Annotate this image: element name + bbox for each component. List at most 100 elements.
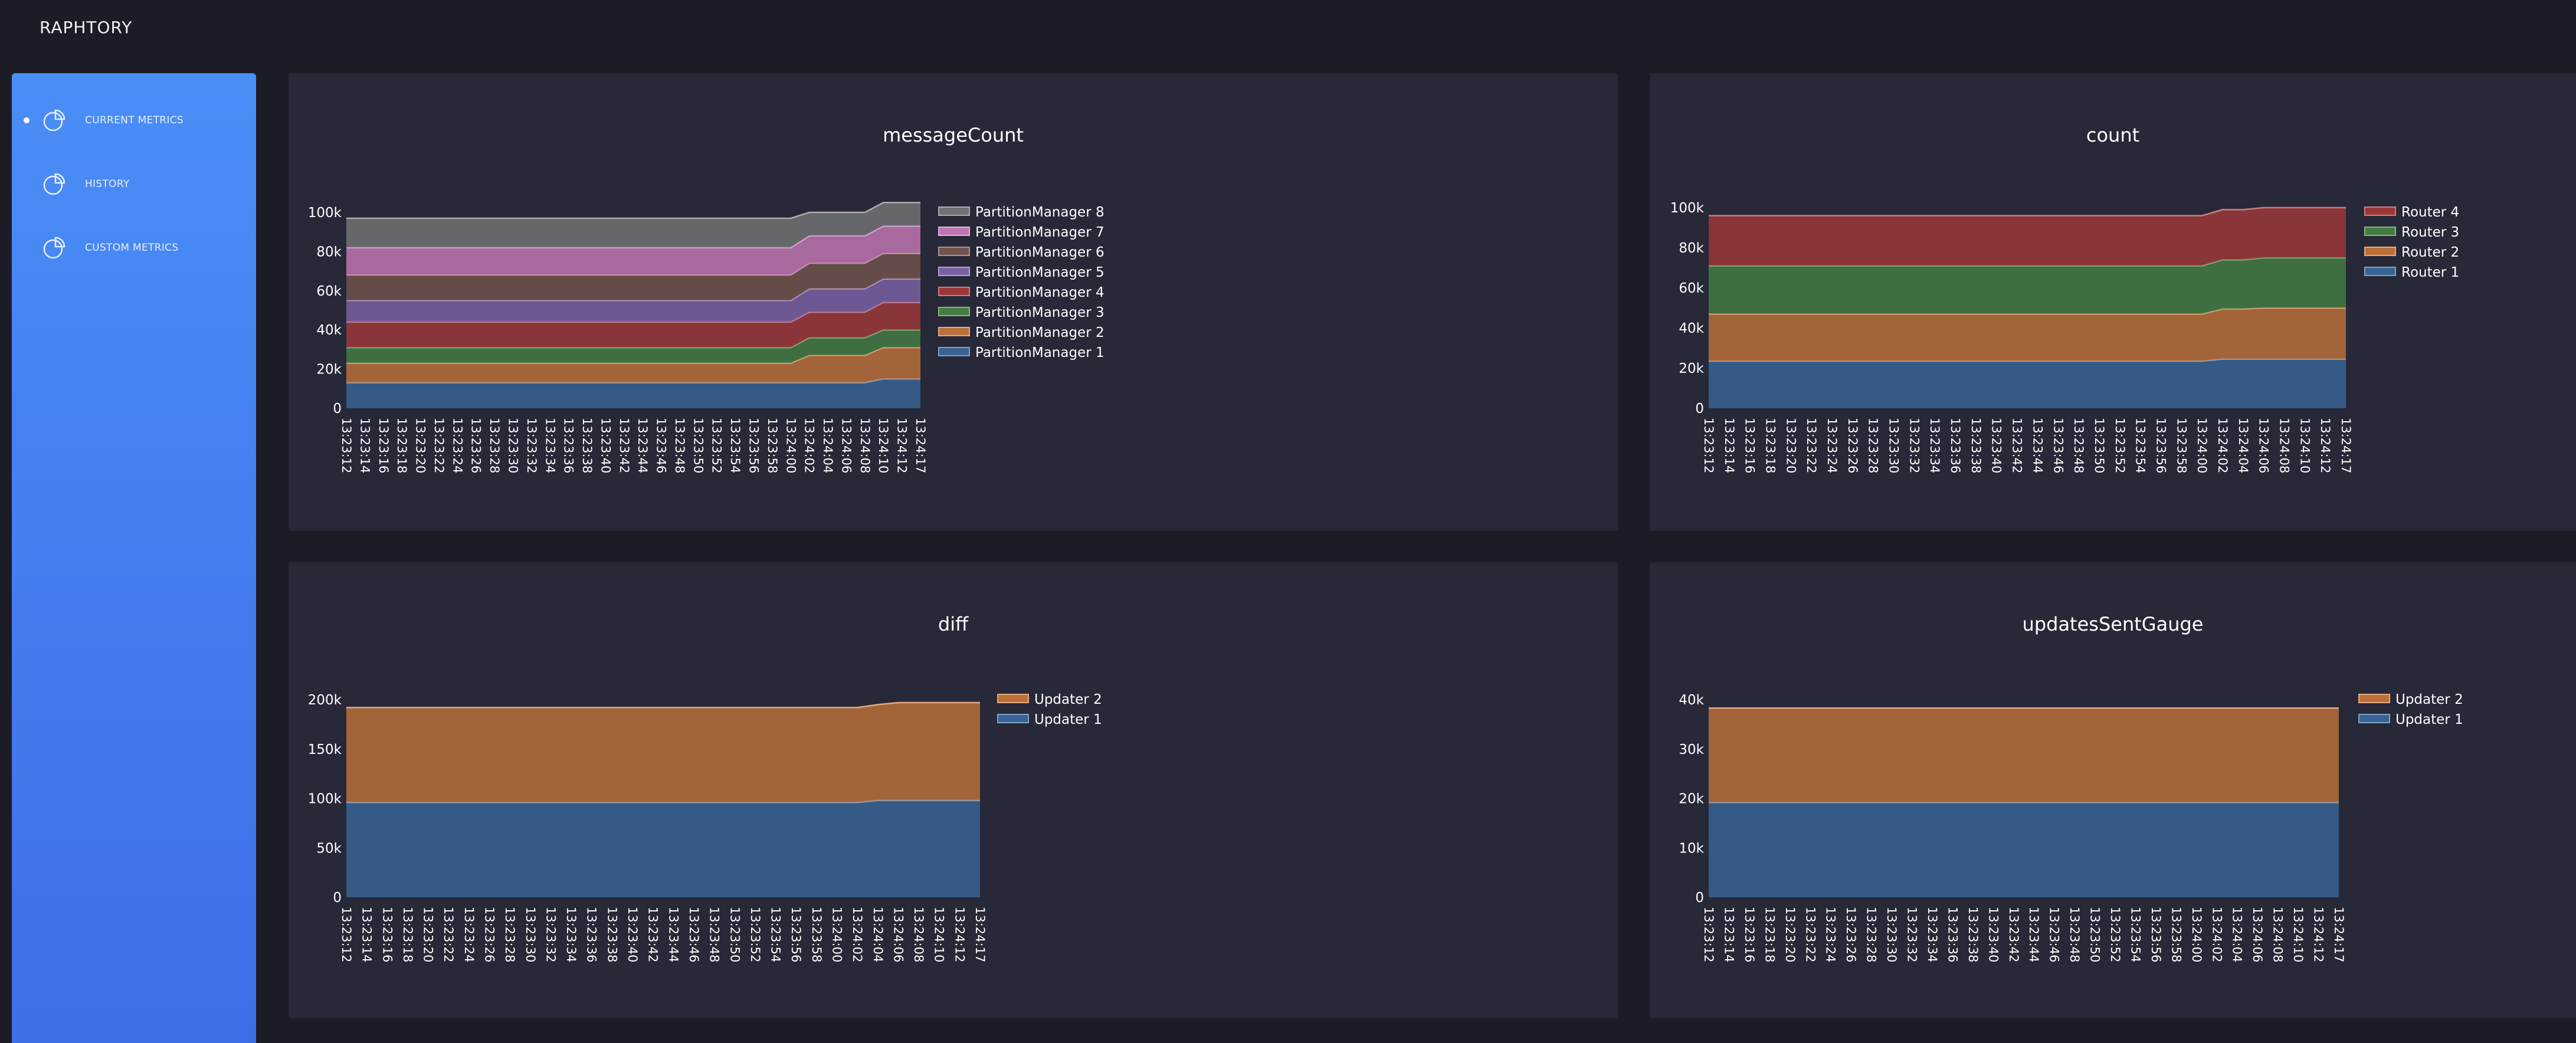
legend-swatch xyxy=(2364,227,2396,236)
legend-label: PartitionManager 4 xyxy=(975,285,1105,300)
x-tick-label: 13:23:40 xyxy=(625,907,640,962)
x-tick-label: 13:24:10 xyxy=(2298,418,2312,473)
legend-swatch xyxy=(2358,694,2390,703)
x-tick-label: 13:23:40 xyxy=(1986,907,2000,962)
x-tick-label: 13:23:34 xyxy=(1925,907,1939,962)
x-tick-label: 13:23:32 xyxy=(1907,418,1921,473)
x-tick-label: 13:23:44 xyxy=(2030,418,2044,473)
x-tick-label: 13:24:17 xyxy=(913,418,928,473)
series-area xyxy=(1709,708,2339,803)
x-tick-label: 13:24:06 xyxy=(2250,907,2264,962)
x-tick-label: 13:23:18 xyxy=(1762,907,1777,962)
x-tick-label: 13:24:17 xyxy=(2339,418,2353,473)
x-tick-label: 13:24:06 xyxy=(2257,418,2271,473)
x-tick-label: 13:23:34 xyxy=(1928,418,1942,473)
count-chart: 0 20k 40k 60k 80k 100k 13:23:12 13:23:14 13:23:1… xyxy=(1670,201,2459,473)
x-tick-label: 13:23:32 xyxy=(525,418,539,473)
x-tick-label: 13:23:12 xyxy=(1702,907,1716,962)
x-tick-label: 13:23:24 xyxy=(462,907,476,962)
x-tick-label: 13:23:34 xyxy=(564,907,578,962)
series-area xyxy=(346,347,920,383)
x-tick-label: 13:23:16 xyxy=(380,907,394,962)
x-tick-label: 13:23:14 xyxy=(360,907,374,962)
chart-title: messageCount xyxy=(883,124,1024,146)
x-tick-label: 13:23:52 xyxy=(2108,907,2122,962)
legend-label: Router 2 xyxy=(2401,245,2459,260)
x-tick-label: 13:23:46 xyxy=(654,418,668,473)
x-tick-label: 13:24:06 xyxy=(839,418,853,473)
legend-swatch xyxy=(997,694,1029,703)
series-line xyxy=(346,202,920,219)
x-tick-label: 13:23:40 xyxy=(598,418,612,473)
y-tick-label: 80k xyxy=(1679,241,1704,256)
legend-swatch xyxy=(2358,714,2390,723)
legend-label: PartitionManager 3 xyxy=(975,305,1105,320)
x-tick-label: 13:24:04 xyxy=(821,418,835,473)
legend-swatch xyxy=(2364,206,2396,216)
x-tick-label: 13:23:36 xyxy=(585,907,599,962)
chart-title: updatesSentGauge xyxy=(2022,613,2204,635)
x-tick-label: 13:23:26 xyxy=(483,907,497,962)
legend-swatch xyxy=(938,206,970,216)
x-tick-label: 13:23:36 xyxy=(562,418,576,473)
x-tick-label: 13:23:26 xyxy=(469,418,483,473)
x-tick-label: 13:24:00 xyxy=(2195,418,2209,473)
x-tick-label: 13:23:24 xyxy=(1825,418,1839,473)
sidebar-item-label: CUSTOM METRICS xyxy=(85,242,179,254)
x-tick-label: 13:23:20 xyxy=(1784,418,1798,473)
x-tick-label: 13:24:08 xyxy=(2271,907,2285,962)
x-tick-label: 13:24:00 xyxy=(830,907,844,962)
x-tick-label: 13:23:44 xyxy=(666,907,680,962)
legend-label: PartitionManager 8 xyxy=(975,205,1105,220)
x-tick-label: 13:23:14 xyxy=(1722,418,1736,473)
x-tick-label: 13:23:58 xyxy=(809,907,824,962)
sidebar-item-current-metrics[interactable]: CURRENT METRICS xyxy=(12,101,256,139)
y-tick-label: 40k xyxy=(1679,693,1704,708)
x-tick-label: 13:23:48 xyxy=(2067,907,2082,962)
y-tick-label: 40k xyxy=(1679,321,1704,336)
y-tick-label: 10k xyxy=(1679,841,1704,856)
x-tick-label: 13:23:56 xyxy=(2154,418,2168,473)
legend-label: PartitionManager 1 xyxy=(975,345,1105,360)
x-tick-label: 13:24:00 xyxy=(2190,907,2204,962)
pie-chart-icon xyxy=(43,109,65,132)
message-count-chart: 0 20k 40k 60k 80k 100k 13:23:12 13:23:14 13:23:1… xyxy=(308,202,1105,473)
x-tick-label: 13:23:42 xyxy=(646,907,660,962)
y-tick-label: 0 xyxy=(333,890,342,906)
legend-label: PartitionManager 2 xyxy=(975,325,1105,340)
y-tick-label: 20k xyxy=(316,362,342,378)
x-tick-label: 13:23:28 xyxy=(1866,418,1880,473)
legend-swatch xyxy=(938,227,970,236)
x-tick-label: 13:23:28 xyxy=(487,418,502,473)
x-tick-label: 13:24:04 xyxy=(2230,907,2244,962)
y-tick-label: 20k xyxy=(1679,361,1704,376)
x-tick-label: 13:23:44 xyxy=(635,418,650,473)
sidebar: CURRENT METRICS HISTORY CUSTOM METRICS xyxy=(12,73,256,1043)
x-tick-label: 13:23:28 xyxy=(1864,907,1879,962)
sidebar-item-history[interactable]: HISTORY xyxy=(12,165,256,203)
x-tick-label: 13:23:16 xyxy=(376,418,391,473)
x-tick-label: 13:24:08 xyxy=(2277,418,2291,473)
x-tick-label: 13:24:12 xyxy=(895,418,909,473)
x-tick-label: 13:23:38 xyxy=(1969,418,1983,473)
updates-sent-gauge-chart: 0 10k 20k 30k 40k 13:23:12 13:23:14 13:23:16 13:… xyxy=(1679,692,2463,962)
x-tick-label: 13:23:18 xyxy=(1764,418,1778,473)
y-tick-label: 20k xyxy=(1679,792,1704,807)
x-tick-label: 13:23:38 xyxy=(1966,907,1980,962)
legend-swatch xyxy=(938,247,970,256)
x-tick-label: 13:23:14 xyxy=(1722,907,1736,962)
x-tick-label: 13:24:08 xyxy=(858,418,872,473)
legend-swatch xyxy=(2364,247,2396,256)
sidebar-item-custom-metrics[interactable]: CUSTOM METRICS xyxy=(12,229,256,267)
x-tick-label: 13:23:50 xyxy=(2088,907,2102,962)
active-indicator xyxy=(24,117,30,123)
y-tick-label: 30k xyxy=(1679,742,1704,757)
series-area xyxy=(346,703,980,803)
x-tick-label: 13:23:22 xyxy=(441,907,455,962)
x-tick-label: 13:23:26 xyxy=(1844,907,1858,962)
y-tick-label: 0 xyxy=(1695,890,1704,906)
x-tick-label: 13:23:38 xyxy=(605,907,619,962)
x-tick-label: 13:23:48 xyxy=(673,418,687,473)
x-tick-label: 13:23:52 xyxy=(2113,418,2127,473)
x-tick-label: 13:24:06 xyxy=(891,907,905,962)
